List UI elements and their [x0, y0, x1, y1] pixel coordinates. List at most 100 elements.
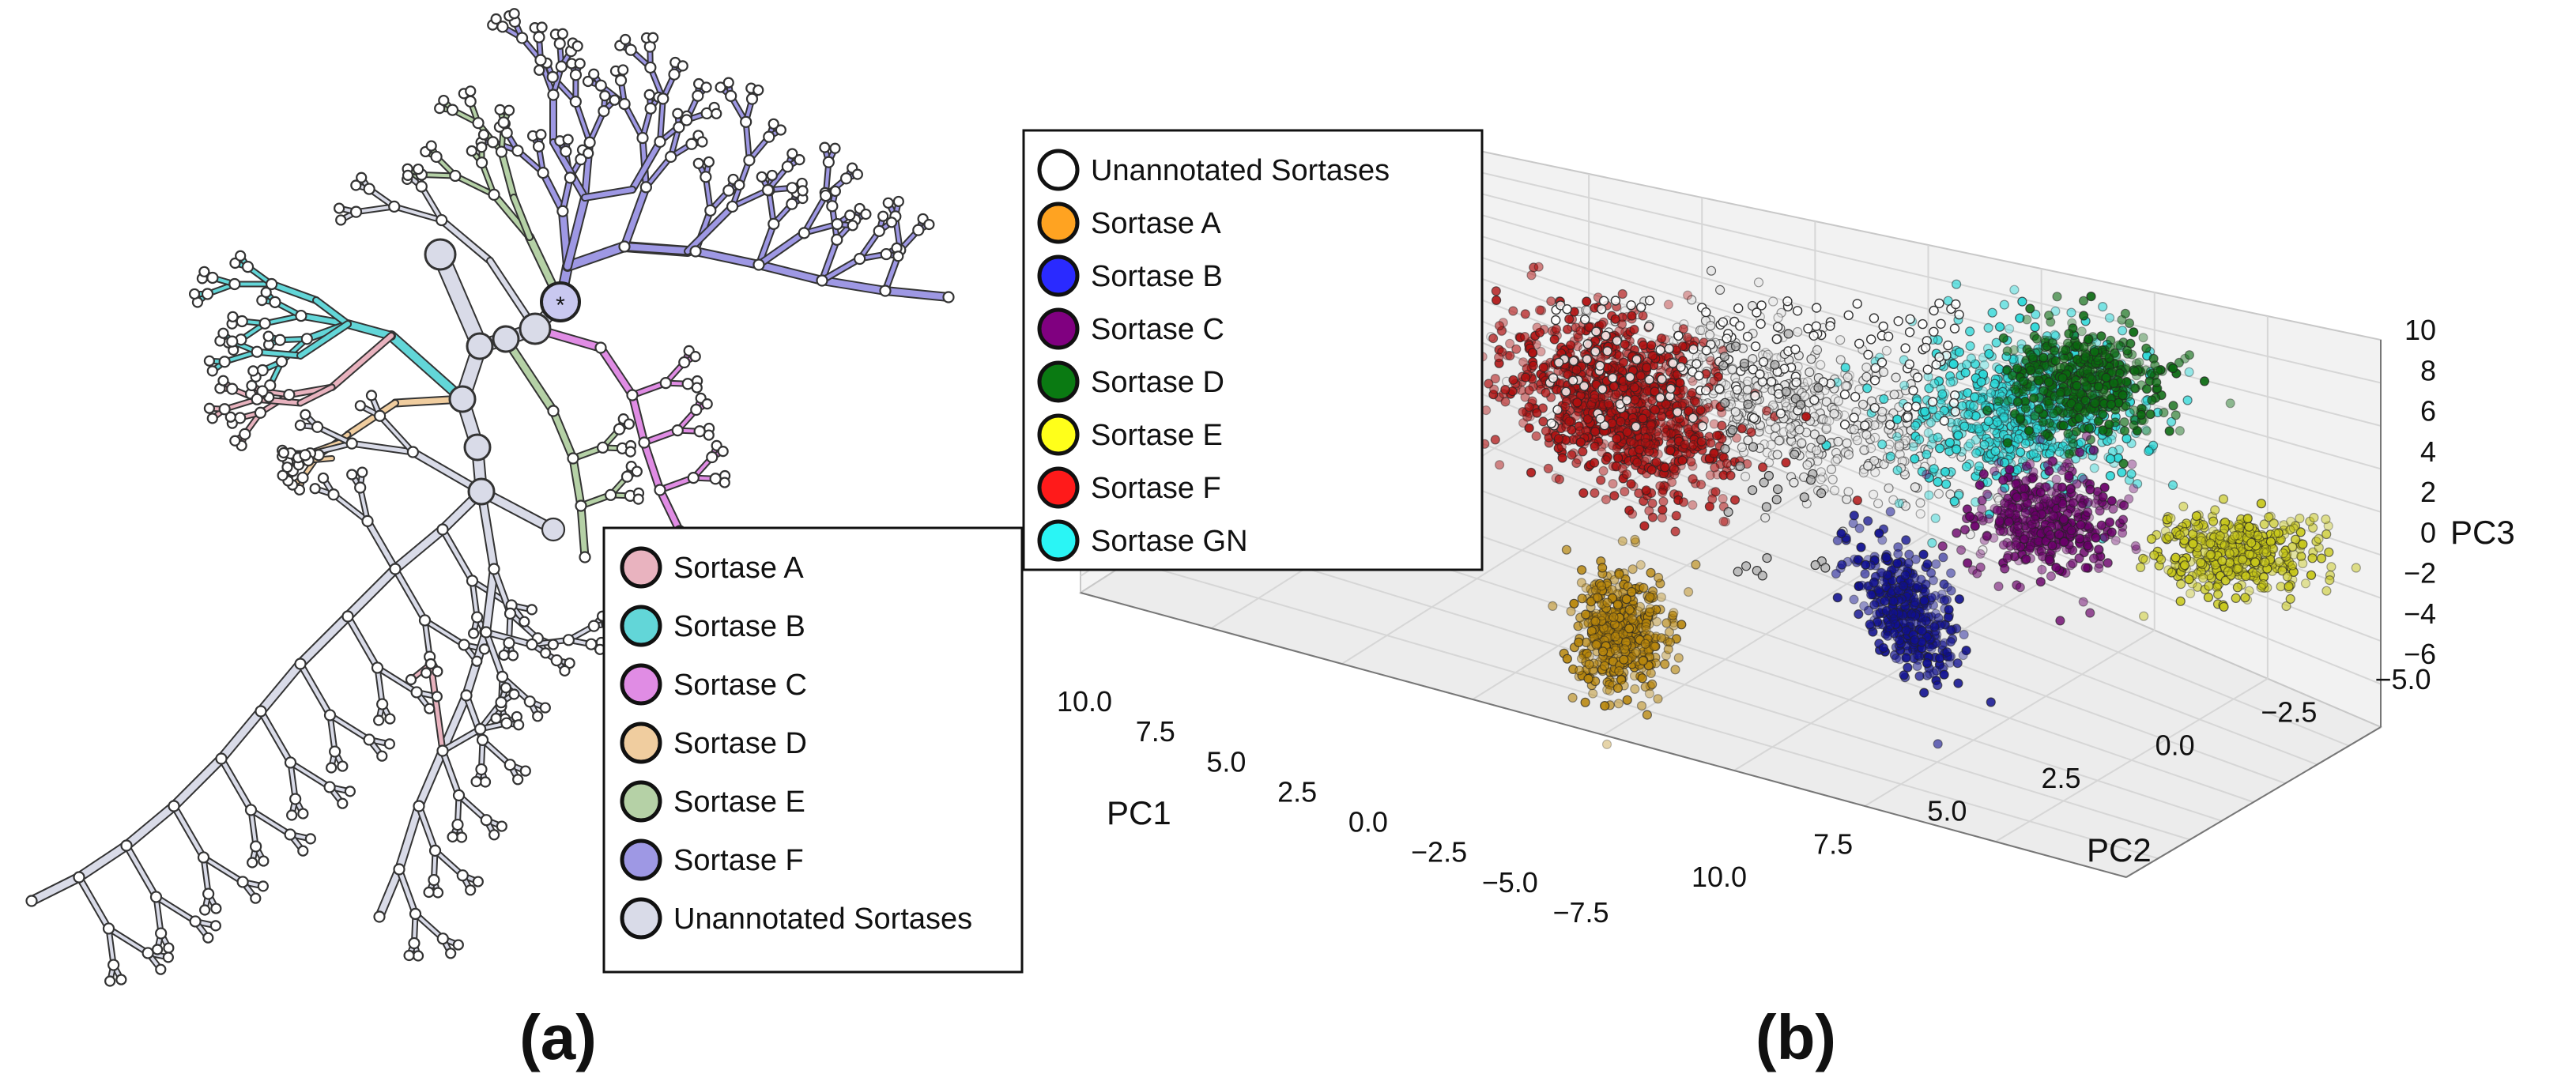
scatter-point: [1578, 447, 1588, 457]
scatter-point: [1816, 474, 1826, 484]
tree-node: [831, 218, 843, 231]
scatter-point: [2066, 307, 2076, 318]
scatter-point: [1629, 324, 1639, 335]
tree-node: [363, 733, 375, 746]
scatter-point: [1805, 367, 1815, 378]
scatter-point: [2054, 529, 2065, 540]
scatter-point: [2091, 533, 2101, 543]
scatter-point: [2152, 377, 2162, 387]
tree-node: [725, 89, 737, 103]
scatter-point: [2055, 362, 2065, 372]
tree-node: [583, 147, 594, 160]
scatter-point: [1764, 458, 1775, 468]
tree-node: [258, 855, 270, 867]
scatter-point: [1743, 376, 1753, 386]
scatter-point: [2300, 578, 2311, 589]
tree-node: [479, 776, 492, 788]
scatter-point: [1737, 442, 1747, 453]
scatter-point: [1776, 307, 1786, 318]
tree-edge: [433, 849, 465, 877]
scatter-point: [2314, 533, 2324, 544]
scatter-point: [2138, 333, 2148, 343]
scatter-point: [2072, 354, 2083, 364]
scatter-point: [2119, 500, 2129, 511]
grid-line: [1130, 560, 2159, 860]
scatter-point: [1965, 511, 1975, 522]
tree-node: [503, 104, 515, 116]
tree-node: [425, 140, 437, 152]
tree-node: [297, 845, 309, 857]
tree-node: [227, 311, 239, 322]
tree-node: [547, 89, 560, 101]
tree-edge: [328, 713, 372, 741]
tree-node: [449, 169, 462, 183]
scatter-point: [1998, 475, 2008, 485]
tree-node: [559, 665, 571, 676]
tree-edge: [77, 875, 111, 931]
scatter-point: [2065, 484, 2076, 495]
tree-node: [300, 409, 311, 420]
tree-node: [768, 118, 779, 130]
scatter-point: [2085, 484, 2095, 495]
tree-node: [569, 96, 582, 108]
scatter-point: [1990, 446, 2001, 457]
scatter-point: [2028, 352, 2039, 363]
tree-node: [155, 963, 167, 975]
tree-edge: [621, 184, 649, 250]
scatter-point: [1826, 464, 1837, 475]
tree-node: [471, 611, 484, 624]
scatter-point: [1915, 509, 1925, 519]
tree-edge: [387, 332, 466, 403]
scatter-point: [1554, 474, 1565, 484]
scatter-point: [1829, 409, 1839, 419]
tree-node: [745, 92, 759, 105]
tree-node: [337, 760, 349, 772]
tree-node: [466, 145, 477, 157]
tree-edge: [551, 140, 587, 200]
scatter-point: [1952, 279, 1962, 289]
scatter-point: [2031, 309, 2041, 319]
scatter-point: [1937, 541, 1948, 552]
tree-edge: [393, 567, 427, 623]
scatter-point: [2104, 313, 2115, 323]
scatter-point: [2234, 563, 2244, 573]
scatter-point: [1953, 430, 1963, 440]
scatter-point: [1760, 512, 1771, 523]
tree-edge: [453, 174, 496, 197]
legend-tree-entry: Sortase F: [620, 838, 804, 881]
tree-node: [251, 393, 263, 405]
scatter-point: [2168, 401, 2178, 411]
scatter-point: [1995, 322, 2005, 332]
tree-node: [654, 484, 666, 496]
scatter-point: [1984, 349, 1994, 359]
scatter-point: [2044, 398, 2054, 409]
tree-node: [587, 620, 600, 632]
scatter-point: [1528, 360, 1538, 371]
scatter-point: [1511, 344, 1522, 354]
scatter-point: [2270, 528, 2281, 539]
scatter-point: [2122, 433, 2132, 444]
tree-node: [638, 436, 651, 449]
tree-node: [623, 418, 635, 430]
scatter-point: [1933, 488, 1944, 499]
scatter-point: [2256, 499, 2266, 509]
scatter-point: [1812, 445, 1822, 456]
tree-node: [250, 840, 262, 853]
scatter-point: [2129, 327, 2139, 337]
tree-edge: [397, 867, 418, 916]
scatter-point: [1908, 442, 1918, 452]
tree-edge: [499, 149, 516, 200]
scatter-point: [1612, 453, 1624, 463]
tree-node: [495, 145, 508, 158]
tree-node: [668, 68, 681, 81]
scatter-point: [2287, 560, 2298, 571]
scatter-point: [1774, 435, 1784, 446]
scatter-point: [1899, 380, 1910, 390]
scatter-point: [2108, 503, 2118, 514]
tree-edge: [255, 349, 303, 358]
tree-node: [690, 403, 703, 416]
scatter-point: [1995, 526, 2005, 537]
scatter-point: [1669, 464, 1680, 474]
scatter-point: [1543, 463, 1554, 474]
scatter-point: [2166, 513, 2176, 523]
